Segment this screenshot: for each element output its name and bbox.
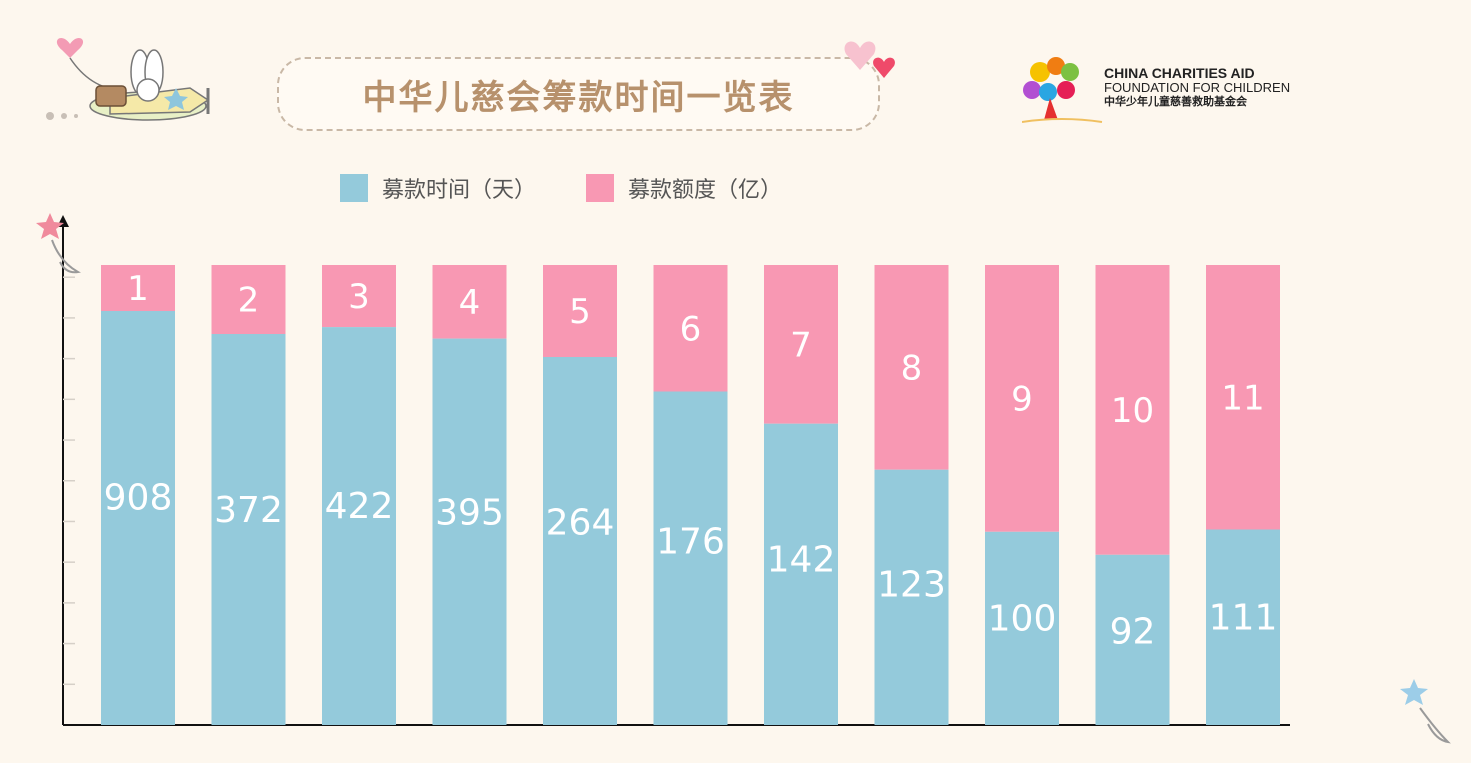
data-label-days: 123 [877,565,946,606]
bar-days [1206,529,1280,725]
bar-amount [101,265,175,311]
bar-days [322,327,396,725]
bar-days [1095,554,1170,725]
legend-item-days: 募款时间（天） [340,172,536,204]
bar-days [432,338,507,725]
hearts-icon [844,41,895,78]
logo-line-3: 中华少年儿童慈善救助基金会 [1104,94,1247,108]
legend-item-amount: 募款额度（亿） [586,172,782,204]
title-box: 中华儿慈会筹款时间一览表 [277,57,880,131]
data-label-amount: 6 [680,309,702,349]
bar-days [211,334,286,725]
bar-amount [543,265,617,357]
star-pin-pink-icon [36,213,81,274]
bars: 1908237234224395526461767142812391001092… [101,265,1280,725]
axis-decorations [36,213,1451,744]
logo-line-1: CHINA CHARITIES AID [1104,65,1255,81]
bar-amount [211,265,286,334]
bar-group: 5 264 [543,265,617,725]
data-label-days: 422 [325,486,394,527]
bar-group: 3 422 [322,265,396,725]
data-label-days: 264 [546,503,615,544]
legend-swatch-days [340,174,368,202]
data-label-days: 111 [1209,597,1278,638]
data-label-amount: 8 [901,348,923,388]
data-label-days: 142 [767,539,836,580]
bar-group: 8 123 [874,265,949,725]
ccafc-logo [1022,57,1103,123]
data-label-days: 395 [435,492,504,533]
star-pin-blue-icon [1400,679,1451,744]
bar-days [764,423,838,725]
bar-group: 10 92 [1095,265,1170,725]
bar-amount [764,265,838,424]
bar-days [101,311,175,725]
legend: 募款时间（天） 募款额度（亿） [340,172,782,204]
data-label-amount: 2 [238,281,260,321]
data-label-amount: 11 [1221,378,1264,418]
bar-amount [1206,265,1280,530]
bar-group: 4 395 [432,265,507,725]
logo-line-2: FOUNDATION FOR CHILDREN [1104,80,1291,96]
bar-amount [985,265,1059,532]
legend-label-amount: 募款额度（亿） [628,178,783,203]
data-label-amount: 4 [459,283,481,323]
bar-group: 2 372 [211,265,286,725]
bar-amount [874,265,949,470]
bar-days [874,469,949,725]
data-label-days: 176 [656,522,725,563]
bar-days [653,391,728,725]
bar-days [985,531,1059,725]
bar-group: 9 100 [985,265,1059,725]
rabbit-plane-icon [46,37,210,121]
data-label-days: 908 [104,477,173,518]
data-label-days: 372 [214,490,283,531]
bar-group: 6 176 [653,265,728,725]
data-label-amount: 3 [348,277,370,317]
bar-amount [432,265,507,339]
legend-label-days: 募款时间（天） [382,178,537,203]
data-label-days: 92 [1110,611,1156,652]
logo-text: CHINA CHARITIES AID FOUNDATION FOR CHILD… [1104,65,1291,108]
legend-swatch-amount [586,174,615,202]
data-label-amount: 1 [127,269,149,309]
data-label-amount: 10 [1111,391,1154,431]
bar-amount [322,265,396,328]
bar-group: 7 142 [764,265,838,725]
data-label-amount: 7 [790,325,812,365]
bar-days [543,357,617,725]
bar-amount [653,265,728,392]
data-label-amount: 5 [569,292,591,332]
chart-title: 中华儿慈会筹款时间一览表 [362,77,795,118]
bar-amount [1095,265,1170,555]
data-label-amount: 9 [1011,379,1033,419]
data-label-days: 100 [988,599,1057,640]
